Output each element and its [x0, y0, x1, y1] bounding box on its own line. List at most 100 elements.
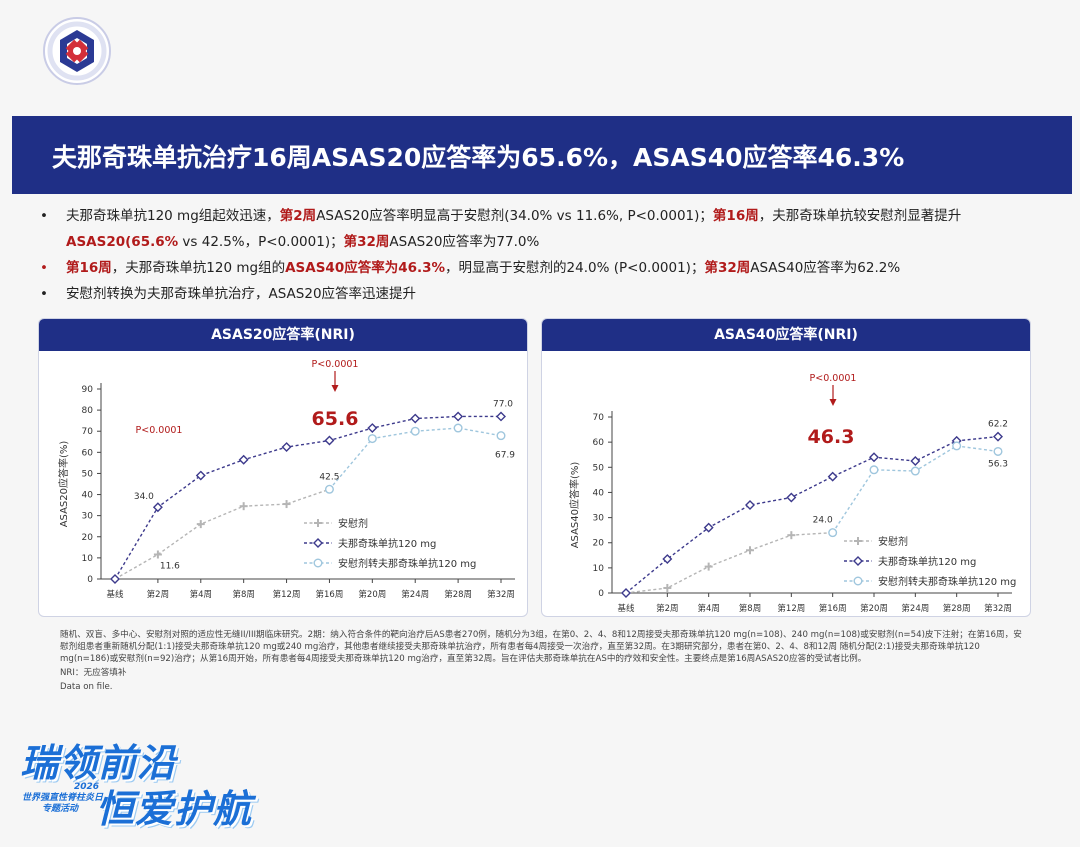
- slogan-line1: 瑞领前沿: [20, 741, 177, 785]
- asas20-line-chart: 0 10 20 30 40 50 60 70 80 90 基线 第2周 第4周 第8周 第12周 第16周 第2…: [57, 359, 515, 600]
- y-tick-label: 0: [598, 589, 604, 599]
- data-label: 34.0: [134, 492, 154, 502]
- y-tick-label: 40: [593, 488, 605, 498]
- x-tick-label: 第8周: [232, 589, 254, 600]
- data-point: [152, 502, 163, 513]
- title-banner: 夫那奇珠单抗治疗16周ASAS20应答率为65.6%，ASAS40应答率46.3…: [12, 116, 1072, 194]
- chart-title: ASAS40应答率(NRI): [542, 319, 1030, 351]
- p-value-label: P<0.0001: [810, 373, 857, 384]
- data-label: 11.6: [160, 562, 180, 572]
- legend-marker: [313, 538, 323, 548]
- data-label: 67.9: [495, 451, 515, 461]
- asas40-line-chart: 0 10 20 30 40 50 60 70 基线 第2周 第4周 第8周 第12周 第16周 第20周 第2…: [568, 373, 1016, 614]
- x-tick-label: 第20周: [860, 603, 888, 614]
- data-point: [621, 588, 631, 598]
- highlight-value: 46.3: [808, 426, 855, 448]
- y-tick-label: 90: [82, 385, 94, 395]
- data-point: [828, 528, 838, 538]
- slide-title: 夫那奇珠单抗治疗16周ASAS20应答率为65.6%，ASAS40应答率46.3…: [52, 143, 905, 172]
- data-point: [746, 546, 754, 555]
- series-line: [625, 531, 833, 594]
- highlight-text: 第2周: [279, 208, 317, 224]
- data-label: 24.0: [813, 516, 833, 526]
- bullet-text: ，明显高于安慰剂的24.0% (P<0.0001)；: [445, 260, 705, 276]
- arrow-head: [829, 399, 837, 406]
- data-point: [367, 434, 377, 444]
- data-point: [827, 471, 838, 482]
- legend-label: 安慰剂: [338, 517, 368, 530]
- data-point: [910, 456, 921, 466]
- legend-marker: [853, 576, 863, 586]
- y-tick-label: 50: [593, 463, 605, 473]
- slogan-line2: 恒爱护航: [96, 787, 253, 831]
- series-line: [328, 427, 502, 490]
- legend-marker: [853, 556, 863, 566]
- legend-marker: [313, 558, 323, 568]
- slogan-event: 世界强直性脊柱炎日: [22, 793, 104, 803]
- x-tick-label: 第24周: [401, 589, 429, 600]
- data-point: [453, 423, 463, 433]
- y-tick-label: 80: [82, 406, 94, 416]
- slogan-small-text: 2026 世界强直性脊柱炎日 专题活动: [22, 782, 103, 815]
- data-label: 42.5: [319, 472, 339, 482]
- p-value-label: P<0.0001: [136, 425, 183, 436]
- data-point: [952, 441, 962, 451]
- highlight-text: ASAS20(65.6%: [66, 234, 179, 250]
- data-point: [993, 446, 1003, 456]
- asas20-chart-panel: ASAS20应答率(NRI) 0 10 20 30 40 50 60 70 80 90 基线 第2周 第…: [38, 318, 528, 617]
- bullet-text: ASAS20应答率为77.0%: [389, 234, 540, 250]
- y-tick-label: 20: [82, 533, 94, 543]
- footnote: 随机、双盲、多中心、安慰剂对照的适应性无缝II/III期临床研究。2期：纳入符合…: [60, 629, 1030, 695]
- y-tick-label: 10: [82, 554, 94, 564]
- x-tick-label: 第32周: [984, 603, 1012, 614]
- y-tick-label: 70: [593, 413, 605, 423]
- highlight-text: ASAS40应答率为46.3%: [285, 260, 446, 276]
- series-line: [625, 435, 999, 594]
- y-tick-label: 20: [593, 539, 605, 549]
- data-point: [367, 423, 378, 434]
- data-point: [196, 520, 205, 529]
- x-tick-label: 第4周: [697, 603, 719, 614]
- bullet-marker: •: [40, 260, 48, 276]
- data-point: [786, 492, 797, 503]
- data-point: [281, 442, 292, 453]
- x-tick-label: 第12周: [273, 589, 301, 600]
- series-line: [114, 488, 330, 580]
- x-tick-label: 第16周: [819, 603, 847, 614]
- data-point: [662, 554, 673, 565]
- hospital-logo: [43, 17, 111, 85]
- y-tick-label: 0: [87, 575, 93, 585]
- x-tick-label: 基线: [106, 589, 124, 600]
- y-tick-label: 50: [82, 469, 94, 479]
- legend-label: 安慰剂转夫那奇珠单抗120 mg: [338, 557, 476, 570]
- legend-marker: [314, 519, 322, 527]
- bullet-item: • 第16周，夫那奇珠单抗120 mg组的ASAS40应答率为46.3%，明显高于…: [38, 255, 1058, 281]
- data-point: [663, 583, 672, 592]
- footnote-source: Data on file.: [60, 682, 113, 692]
- bullet-marker: •: [40, 208, 48, 224]
- data-point: [704, 562, 713, 571]
- highlight-text: 第32周: [704, 260, 751, 276]
- data-point: [993, 431, 1003, 442]
- campaign-slogan: 瑞领前沿 2026 世界强直性脊柱炎日 专题活动 恒爱护航: [16, 728, 276, 838]
- y-tick-label: 60: [593, 438, 605, 448]
- asas40-chart-panel: ASAS40应答率(NRI) 0 10 20 30 40 50 60 70 基线 第2周 第4周 第8…: [541, 318, 1031, 617]
- x-tick-label: 第32周: [487, 589, 515, 600]
- data-point: [703, 522, 714, 533]
- bullet-text: ASAS20应答率明显高于安慰剂(34.0% vs 11.6%, P<0.000…: [316, 208, 713, 224]
- x-tick-label: 第8周: [739, 603, 761, 614]
- data-label: 62.2: [988, 420, 1008, 430]
- data-point: [410, 426, 420, 436]
- bullet-text: ，夫那奇珠单抗120 mg组的: [111, 260, 286, 276]
- data-point: [238, 454, 249, 465]
- y-tick-label: 40: [82, 491, 94, 501]
- data-point: [239, 502, 248, 511]
- x-tick-label: 基线: [617, 603, 635, 614]
- arrow-head: [331, 385, 339, 392]
- data-point: [787, 531, 796, 540]
- data-label: 77.0: [493, 399, 513, 409]
- series-line: [114, 415, 501, 580]
- footnote-abbreviation: NRI：无应答填补: [60, 668, 127, 678]
- bullet-text: vs 42.5%，P<0.0001)；: [178, 234, 344, 250]
- x-tick-label: 第28周: [943, 603, 971, 614]
